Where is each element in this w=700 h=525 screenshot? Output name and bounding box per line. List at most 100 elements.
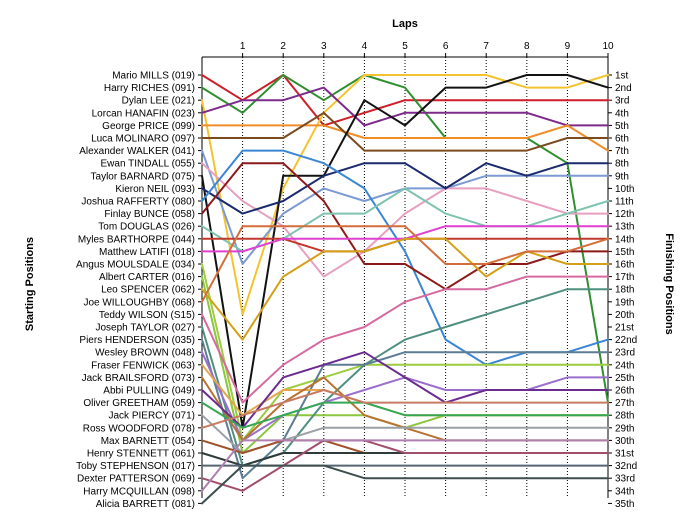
start-label: Max BARNETT (054) [101,436,195,447]
chart-title: Laps [392,18,418,30]
finish-label: 34th [615,486,634,497]
series-line [201,74,609,127]
series-line [201,439,609,492]
series-line [201,225,609,303]
x-tick-label: 4 [362,41,368,52]
x-tick-label: 9 [565,41,571,52]
finish-label: 27th [615,398,634,409]
series-line [201,439,609,492]
series-line [201,162,609,215]
start-label: Taylor BARNARD (075) [91,171,195,182]
series-line [201,124,609,152]
series-line [201,389,609,429]
start-label: Jack BRAILSFORD (073) [82,373,195,384]
finish-label: 11th [615,197,634,208]
start-label: Kieron NEIL (093) [115,184,195,195]
start-label: Mario MILLS (019) [112,71,195,82]
finish-label: 8th [615,159,629,170]
start-label: George PRICE (099) [102,121,195,132]
finish-label: 35th [615,499,634,510]
y-axis-label-left: Starting Positions [24,237,36,331]
start-label: Toby STEPHENSON (017) [76,461,195,472]
start-label: Piers HENDERSON (035) [79,335,195,346]
start-label: Joe WILLOUGHBY (068) [83,297,195,308]
series-line [201,439,609,454]
start-label: Abbi PULLING (049) [103,386,195,397]
start-label: Angus MOULSDALE (034) [76,260,195,271]
x-tick-label: 7 [483,41,489,52]
finish-label: 15th [615,247,634,258]
finish-label: 26th [615,386,634,397]
finish-label: 24th [615,360,634,371]
start-label: Matthew LATIFI (018) [99,247,195,258]
x-tick-label: 1 [240,41,246,52]
x-tick-label: 8 [524,41,530,52]
start-label: Luca MOLINARO (097) [91,134,195,145]
finish-label: 14th [615,234,634,245]
finish-label: 32nd [615,461,637,472]
x-tick-label: 5 [402,41,408,52]
series-line [201,351,609,429]
start-label: Teddy WILSON (S15) [99,310,195,321]
series-line [201,338,609,480]
finish-label: 28th [615,411,634,422]
series-line [201,74,609,316]
finish-label: 4th [615,108,629,119]
series-line [201,86,609,127]
plot-area: 1 2 3 4 5 6 7 8 9 10 Mario MILLS (019)Harry RICHES… [76,41,637,510]
finish-label: 31st [615,449,634,460]
start-label: Albert CARTER (016) [99,272,195,283]
start-label: Jack PIERCY (071) [108,411,195,422]
start-label: Alicia BARRETT (081) [96,499,195,510]
finish-label: 33rd [615,474,635,485]
start-label: Harry MCQUILLAN (098) [83,486,195,497]
finish-label: 21st [615,323,634,334]
x-tick-label: 6 [443,41,449,52]
y-axis-label-right: Finishing Positions [663,233,675,334]
finish-label: 9th [615,171,629,182]
start-label: Finlay BUNCE (058) [104,209,195,220]
start-label: Tom DOUGLAS (026) [98,222,195,233]
start-label: Dexter PATTERSON (069) [77,474,195,485]
series-line [201,162,609,278]
finish-label: 6th [615,134,629,145]
finish-label: 5th [615,121,629,132]
start-label: Joshua RAFFERTY (080) [81,197,195,208]
finish-label: 19th [615,297,634,308]
start-label: Ross WOODFORD (078) [83,423,195,434]
finish-label: 10th [615,184,634,195]
start-label: Wesley BROWN (048) [95,348,195,359]
finish-label: 29th [615,423,634,434]
x-tick-label: 3 [321,41,327,52]
finish-label: 20th [615,310,634,321]
finish-label: 1st [615,71,629,82]
series-line [201,111,609,152]
series-line [201,74,609,429]
start-label: Ewan TINDALL (055) [101,159,196,170]
finish-label: 22nd [615,335,637,346]
start-label: Oliver GREETHAM (059) [83,398,195,409]
start-label: Fraser FENWICK (063) [91,360,195,371]
finish-label: 16th [615,260,634,271]
finish-label: 30th [615,436,634,447]
start-label: Alexander WALKER (041) [79,146,195,157]
start-label: Leo SPENCER (062) [101,285,195,296]
start-label: Myles BARTHORPE (044) [78,234,195,245]
series-line [201,401,609,429]
finish-label: 2nd [615,83,632,94]
finish-label: 17th [615,272,634,283]
x-tick-label: 2 [280,41,286,52]
finish-label: 7th [615,146,629,157]
series-line [201,162,609,291]
start-label: Lorcan HANAFIN (023) [92,108,195,119]
start-label: Dylan LEE (021) [122,96,195,107]
start-label: Henry STENNETT (061) [87,449,195,460]
start-label: Harry RICHES (091) [104,83,195,94]
x-tick-label: 10 [602,41,614,52]
finish-label: 23rd [615,348,635,359]
finish-label: 3rd [615,96,629,107]
finish-label: 25th [615,373,634,384]
series-line [201,237,609,341]
start-label: Joseph TAYLOR (027) [96,323,196,334]
finish-label: 12th [615,209,634,220]
